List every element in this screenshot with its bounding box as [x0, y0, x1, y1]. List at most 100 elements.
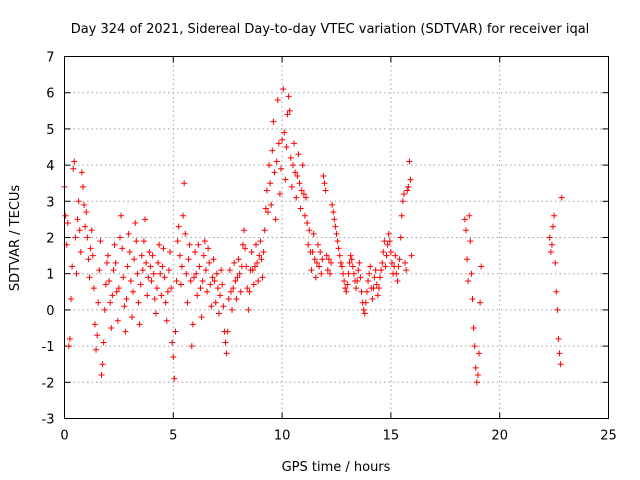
data-point: [65, 343, 72, 350]
data-point: [378, 267, 385, 274]
data-point: [71, 158, 78, 165]
data-point: [242, 245, 249, 252]
data-point: [263, 187, 270, 194]
data-point: [322, 187, 329, 194]
data-point: [97, 238, 104, 245]
data-point: [330, 209, 337, 216]
data-point: [85, 256, 92, 263]
data-point: [106, 277, 113, 284]
data-point: [174, 238, 181, 245]
data-point: [126, 248, 133, 255]
data-point: [287, 154, 294, 161]
data-point: [75, 198, 82, 205]
data-point: [309, 248, 316, 255]
data-point: [122, 328, 129, 335]
x-tick-label: 15: [383, 429, 400, 444]
data-point: [375, 285, 382, 292]
data-point: [197, 285, 204, 292]
data-point: [366, 270, 373, 277]
data-point: [464, 256, 471, 263]
data-point: [312, 274, 319, 281]
data-point: [163, 317, 170, 324]
data-point: [551, 212, 558, 219]
data-point: [175, 223, 182, 230]
data-point: [121, 303, 128, 310]
data-point: [156, 241, 163, 248]
data-point: [251, 263, 258, 270]
data-point: [299, 162, 306, 169]
data-point: [306, 227, 313, 234]
data-point: [553, 288, 560, 295]
data-point: [87, 245, 94, 252]
data-point: [179, 263, 186, 270]
data-point: [344, 281, 351, 288]
data-point: [271, 169, 278, 176]
data-point: [231, 259, 238, 266]
data-point: [215, 310, 222, 317]
data-point: [74, 216, 81, 223]
data-point: [365, 277, 372, 284]
data-point: [293, 194, 300, 201]
data-point: [68, 296, 75, 303]
data-point: [388, 259, 395, 266]
y-tick-label: 2: [46, 232, 54, 247]
data-point: [145, 274, 152, 281]
data-point: [136, 321, 143, 328]
data-point: [94, 332, 101, 339]
data-point: [225, 296, 232, 303]
data-point: [297, 205, 304, 212]
data-point: [340, 270, 347, 277]
data-point: [298, 187, 305, 194]
data-point: [235, 256, 242, 263]
data-point: [201, 238, 208, 245]
data-point: [369, 296, 376, 303]
data-point: [160, 245, 167, 252]
data-point: [207, 281, 214, 288]
data-point: [177, 281, 184, 288]
data-point: [88, 227, 95, 234]
data-point: [380, 248, 387, 255]
data-point: [370, 285, 377, 292]
data-point: [202, 267, 209, 274]
data-point: [396, 256, 403, 263]
data-point: [289, 162, 296, 169]
data-point: [303, 194, 310, 201]
data-point: [227, 288, 234, 295]
data-point: [245, 306, 252, 313]
data-point: [337, 259, 344, 266]
data-point: [99, 361, 106, 368]
data-point: [372, 267, 379, 274]
data-point: [361, 310, 368, 317]
data-point: [355, 267, 362, 274]
data-point: [82, 223, 89, 230]
data-point: [310, 230, 317, 237]
data-point: [236, 270, 243, 277]
data-point: [81, 201, 88, 208]
data-point: [470, 325, 477, 331]
data-point: [220, 303, 227, 310]
data-point: [335, 245, 342, 252]
data-point: [353, 285, 360, 292]
data-point: [73, 270, 80, 277]
data-point: [205, 245, 212, 252]
data-point: [362, 299, 369, 306]
data-point: [294, 172, 301, 179]
data-point: [332, 223, 339, 230]
data-point: [250, 281, 257, 288]
data-point: [371, 274, 378, 281]
data-point: [170, 353, 177, 360]
data-point: [326, 270, 333, 277]
data-point: [187, 277, 194, 284]
data-point: [319, 256, 326, 263]
data-point: [123, 296, 130, 303]
x-tick-label: 0: [60, 429, 68, 444]
data-point: [219, 281, 226, 288]
data-point: [168, 285, 175, 292]
data-point: [393, 270, 400, 277]
data-point: [472, 364, 479, 371]
data-point: [363, 288, 370, 295]
data-point: [550, 223, 557, 230]
data-point: [385, 230, 392, 237]
data-point: [382, 263, 389, 270]
x-tick-label: 5: [169, 429, 177, 444]
